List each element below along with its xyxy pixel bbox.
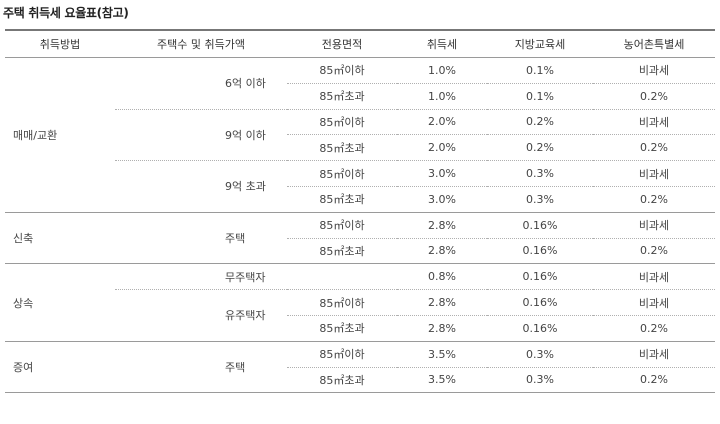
condition-cell: 유주택자	[115, 289, 287, 342]
rural-tax-cell: 0.2%	[593, 186, 715, 213]
table-row: 85㎡초과 1.0% 0.1% 0.2%	[5, 83, 715, 110]
area-cell: 85㎡초과	[287, 83, 397, 110]
area-cell	[287, 263, 397, 291]
table-row: 유주택자 85㎡이하 2.8% 0.16% 비과세	[5, 289, 715, 342]
condition-cell: 주택	[115, 212, 287, 265]
condition-cell: 9억 초과	[115, 160, 287, 213]
area-cell: 85㎡이하	[287, 289, 397, 316]
education-tax-cell: 0.16%	[487, 238, 593, 265]
header-rural-special-tax: 농어촌특별세	[593, 29, 715, 58]
rural-tax-cell: 비과세	[593, 212, 715, 239]
acquisition-tax-cell: 3.5%	[397, 341, 487, 368]
education-tax-cell: 0.3%	[487, 341, 593, 368]
table-row: 상속 무주택자 0.8% 0.16% 비과세	[5, 263, 715, 342]
rural-tax-cell: 비과세	[593, 263, 715, 291]
area-cell: 85㎡이하	[287, 160, 397, 187]
area-cell: 85㎡이하	[287, 109, 397, 136]
education-tax-cell: 0.3%	[487, 160, 593, 187]
acquisition-tax-cell: 2.8%	[397, 238, 487, 265]
condition-cell: 9억 이하	[115, 109, 287, 162]
header-acquisition-tax: 취득세	[397, 29, 487, 58]
table-row: 85㎡초과 2.8% 0.16% 0.2%	[5, 315, 715, 342]
rural-tax-cell: 비과세	[593, 57, 715, 84]
table-row: 9억 초과 85㎡이하 3.0% 0.3% 비과세	[5, 160, 715, 213]
rural-tax-cell: 비과세	[593, 289, 715, 316]
condition-cell: 6억 이하	[115, 57, 287, 110]
education-tax-cell: 0.3%	[487, 186, 593, 213]
header-house-count-price: 주택수 및 취득가액	[115, 29, 287, 58]
acquisition-tax-cell: 0.8%	[397, 263, 487, 291]
education-tax-cell: 0.16%	[487, 263, 593, 291]
method-cell: 신축	[5, 212, 115, 265]
table-row: 증여 주택 85㎡이하 3.5% 0.3% 비과세	[5, 341, 715, 394]
education-tax-cell: 0.16%	[487, 212, 593, 239]
rural-tax-cell: 0.2%	[593, 83, 715, 110]
acquisition-tax-cell: 1.0%	[397, 57, 487, 84]
acquisition-tax-cell: 2.8%	[397, 212, 487, 239]
area-cell: 85㎡초과	[287, 134, 397, 162]
acquisition-tax-cell: 3.0%	[397, 186, 487, 213]
area-cell: 85㎡초과	[287, 367, 397, 394]
area-cell: 85㎡이하	[287, 212, 397, 239]
education-tax-cell: 0.2%	[487, 134, 593, 162]
acquisition-tax-cell: 2.8%	[397, 315, 487, 342]
acquisition-tax-rate-table: 취득방법 주택수 및 취득가액 전용면적 취득세 지방교육세 농어촌특별세 매매…	[5, 29, 715, 394]
condition-cell: 주택	[115, 341, 287, 394]
table-row: 매매/교환 6억 이하 85㎡이하 1.0% 0.1% 비과세	[5, 57, 715, 213]
table-row: 85㎡초과 3.0% 0.3% 0.2%	[5, 186, 715, 213]
area-cell: 85㎡초과	[287, 238, 397, 265]
area-cell: 85㎡이하	[287, 341, 397, 368]
rural-tax-cell: 0.2%	[593, 315, 715, 342]
rural-tax-cell: 비과세	[593, 160, 715, 187]
table-row: 85㎡초과 3.5% 0.3% 0.2%	[5, 367, 715, 394]
table-title: 주택 취득세 요율표(참고)	[3, 6, 129, 20]
education-tax-cell: 0.1%	[487, 57, 593, 84]
rural-tax-cell: 0.2%	[593, 134, 715, 162]
area-cell: 85㎡초과	[287, 315, 397, 342]
table-header-row: 취득방법 주택수 및 취득가액 전용면적 취득세 지방교육세 농어촌특별세	[5, 29, 715, 58]
header-method: 취득방법	[5, 29, 115, 58]
rural-tax-cell: 비과세	[593, 109, 715, 136]
acquisition-tax-cell: 1.0%	[397, 83, 487, 110]
acquisition-tax-cell: 2.0%	[397, 109, 487, 136]
method-cell: 매매/교환	[5, 57, 115, 213]
method-cell: 상속	[5, 263, 115, 342]
rural-tax-cell: 0.2%	[593, 238, 715, 265]
method-cell: 증여	[5, 341, 115, 394]
area-cell: 85㎡초과	[287, 186, 397, 213]
header-local-education-tax: 지방교육세	[487, 29, 593, 58]
table-row: 신축 주택 85㎡이하 2.8% 0.16% 비과세	[5, 212, 715, 265]
education-tax-cell: 0.16%	[487, 289, 593, 316]
acquisition-tax-cell: 2.0%	[397, 134, 487, 162]
acquisition-tax-cell: 3.5%	[397, 367, 487, 394]
education-tax-cell: 0.16%	[487, 315, 593, 342]
rural-tax-cell: 0.2%	[593, 367, 715, 394]
rural-tax-cell: 비과세	[593, 341, 715, 368]
header-area: 전용면적	[287, 29, 397, 58]
acquisition-tax-cell: 2.8%	[397, 289, 487, 316]
table-row: 85㎡초과 2.8% 0.16% 0.2%	[5, 238, 715, 265]
education-tax-cell: 0.1%	[487, 83, 593, 110]
area-cell: 85㎡이하	[287, 57, 397, 84]
table-row: 9억 이하 85㎡이하 2.0% 0.2% 비과세	[5, 109, 715, 162]
education-tax-cell: 0.2%	[487, 109, 593, 136]
condition-cell: 무주택자	[115, 263, 287, 291]
acquisition-tax-cell: 3.0%	[397, 160, 487, 187]
table-row: 85㎡초과 2.0% 0.2% 0.2%	[5, 134, 715, 162]
education-tax-cell: 0.3%	[487, 367, 593, 394]
